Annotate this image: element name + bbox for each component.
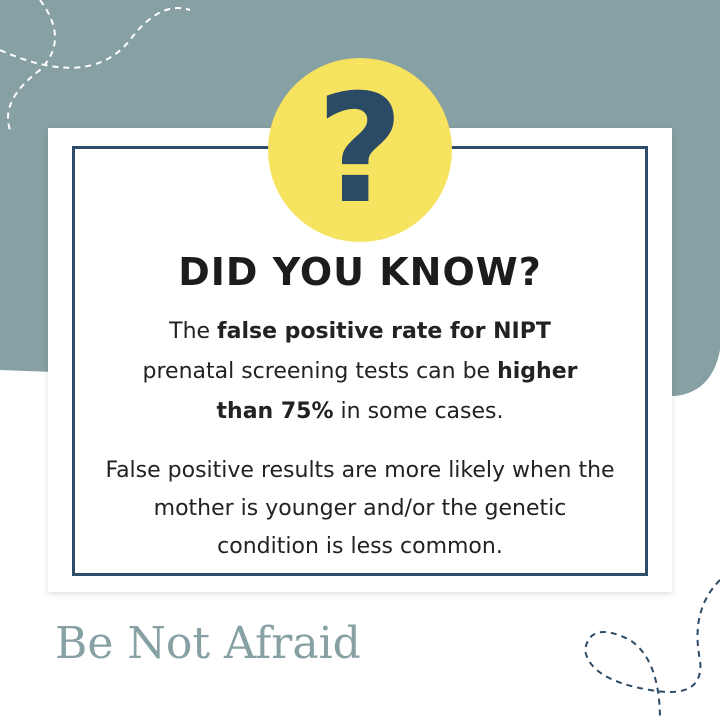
text-segment: false positive rate for NIPT <box>217 319 551 344</box>
brand: Be Not Afraid <box>55 618 361 669</box>
text-segment: prenatal screening tests can be <box>142 359 498 384</box>
paragraph: False positive results are more likely w… <box>105 458 615 559</box>
paragraph: The false positive rate for NIPT prenata… <box>120 312 600 432</box>
dashed-line <box>0 7 191 69</box>
dashed-line <box>7 0 56 131</box>
badge: ? <box>268 58 452 242</box>
heading: DID YOU KNOW? <box>178 250 542 294</box>
dashed-line <box>583 579 720 720</box>
text-segment: in some cases. <box>333 399 504 424</box>
text-segment: The <box>169 319 218 344</box>
text-segment: higher than 75% <box>216 359 578 424</box>
